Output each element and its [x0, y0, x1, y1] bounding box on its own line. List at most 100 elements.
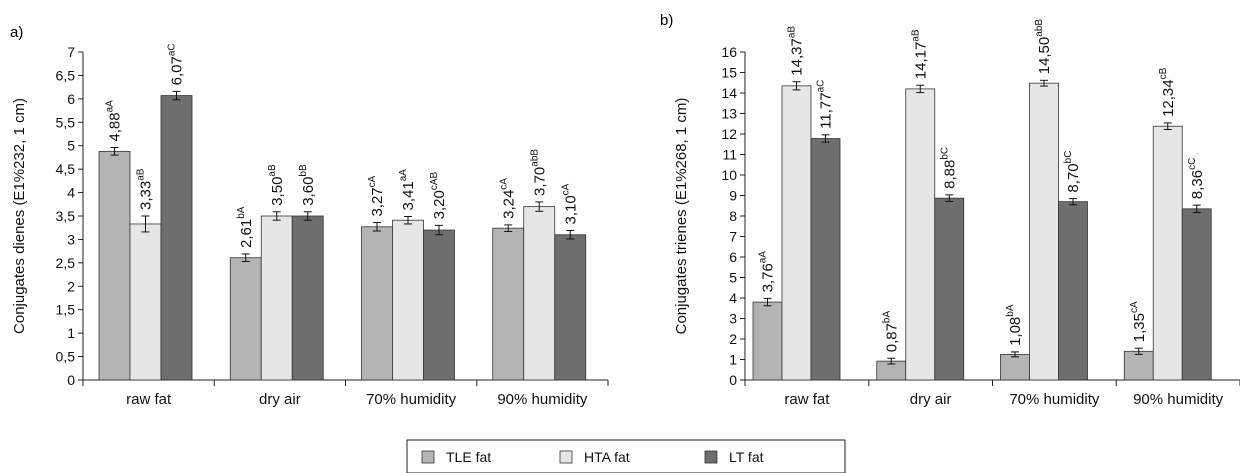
bar [905, 88, 936, 381]
bar [260, 215, 293, 381]
data-label: 3,60bB [298, 164, 317, 206]
y-tick-label: 0 [67, 372, 75, 388]
legend-label: HTA fat [584, 449, 630, 465]
bar [1123, 350, 1154, 381]
y-tick-label: 5,5 [56, 114, 76, 130]
y-tick-label: 6 [729, 249, 737, 265]
data-label: 2,61bA [236, 206, 255, 248]
data-label: 14,50abB [1034, 19, 1053, 75]
y-tick-label: 11 [722, 147, 737, 163]
data-label: 3,10cA [560, 183, 579, 224]
data-label: 14,37aB [787, 26, 806, 76]
y-tick-label: 3,5 [56, 208, 76, 224]
x-tick-label: 70% humidity [366, 391, 457, 408]
bar [423, 229, 455, 381]
bar [554, 234, 587, 381]
bar [1000, 353, 1030, 381]
data-label: 3,24cA [498, 178, 517, 219]
bar [934, 197, 965, 381]
y-tick-label: 0,5 [56, 349, 76, 365]
data-label: 3,20cAB [429, 171, 448, 219]
y-tick-label: 1,5 [56, 302, 76, 318]
data-label: 3,33aB [136, 168, 155, 210]
y-tick-label: 3 [729, 311, 737, 327]
y-axis-label: Conjugates dienes (E1%232, 1 cm) [11, 98, 28, 334]
y-tick-label: 3 [67, 231, 75, 247]
legend-swatch [559, 450, 573, 464]
bar [1152, 125, 1183, 381]
bar [781, 85, 812, 381]
data-label: 1,35cA [1129, 301, 1148, 342]
data-label: 6,07aC [167, 43, 186, 85]
bar [160, 95, 193, 381]
data-label: 8,88bC [939, 147, 958, 189]
x-tick-label: dry air [259, 391, 301, 408]
data-label: 3,76aA [758, 251, 777, 293]
bar [129, 223, 162, 381]
y-tick-label: 2 [729, 331, 737, 347]
y-tick-label: 4,5 [56, 161, 76, 177]
chart-panel-a: a) Conjugates dienes (E1%232, 1 cm) 0 0,5 1 1… [10, 24, 609, 408]
legend-swatch [421, 450, 435, 464]
x-tick-label: dry air [910, 391, 952, 408]
y-tick-label: 14 [721, 85, 737, 101]
y-tick-label: 12 [721, 126, 737, 142]
bar [392, 219, 424, 381]
bar [361, 226, 393, 381]
legend-swatch [704, 450, 718, 464]
y-tick-label: 2,5 [56, 255, 76, 271]
y-tick-label: 9 [729, 188, 737, 204]
x-tick-label: raw fat [126, 391, 172, 408]
x-tick-label: raw fat [784, 391, 830, 408]
y-tick-label: 0 [729, 372, 737, 388]
panel-label: b) [660, 12, 673, 29]
bar [492, 227, 525, 381]
bar [752, 301, 783, 381]
bar [810, 138, 841, 381]
data-label: 3,41aA [398, 169, 417, 211]
legend: TLE fat HTA fat LT fat [406, 439, 846, 473]
y-tick-label: 1 [67, 325, 75, 341]
bar [1058, 201, 1088, 381]
y-axis-label: Conjugates trienes (E1%268, 1 cm) [673, 98, 690, 335]
y-tick-label: 15 [721, 65, 737, 81]
data-label: 8,36cC [1187, 158, 1206, 199]
y-tick-label: 2 [67, 278, 75, 294]
y-tick-label: 4 [67, 185, 75, 201]
bar [1029, 82, 1059, 381]
legend-label: TLE fat [446, 449, 491, 465]
data-label: 8,70bC [1063, 151, 1082, 193]
data-label: 3,50aB [267, 164, 286, 206]
y-tick-label: 13 [721, 106, 737, 122]
data-label: 0,87bA [881, 311, 900, 353]
data-label: 3,70abB [529, 149, 548, 196]
x-tick-label: 70% humidity [1009, 391, 1100, 408]
data-label: 11,77aC [816, 80, 835, 129]
y-tick-label: 6 [67, 91, 75, 107]
y-tick-label: 1 [729, 352, 737, 368]
y-tick-label: 5 [729, 270, 737, 286]
legend-box [406, 439, 846, 473]
legend-label: LT fat [729, 449, 764, 465]
panel-label: a) [10, 24, 23, 41]
x-tick-label: 90% humidity [497, 391, 588, 408]
data-label: 4,88aA [105, 100, 124, 142]
x-tick-label: 90% humidity [1133, 391, 1224, 408]
y-tick-label: 6,5 [56, 67, 76, 83]
bar [1181, 208, 1212, 381]
chart-panel-b: b)Conjugates trienes (E1%268, 1 cm)01234… [660, 12, 1240, 408]
data-label: 14,17aB [910, 29, 929, 79]
y-tick-label: 8 [729, 208, 737, 224]
bar [291, 215, 324, 381]
data-label: 1,08bA [1005, 304, 1024, 346]
y-tick-label: 7 [67, 44, 75, 60]
bar [98, 150, 131, 381]
y-tick-label: 5 [67, 138, 75, 154]
bar [229, 257, 262, 381]
y-tick-label: 16 [721, 44, 737, 60]
data-label: 3,27cA [367, 175, 386, 216]
data-label: 12,34cB [1158, 67, 1177, 117]
bar [523, 206, 556, 381]
y-tick-label: 10 [721, 167, 737, 183]
